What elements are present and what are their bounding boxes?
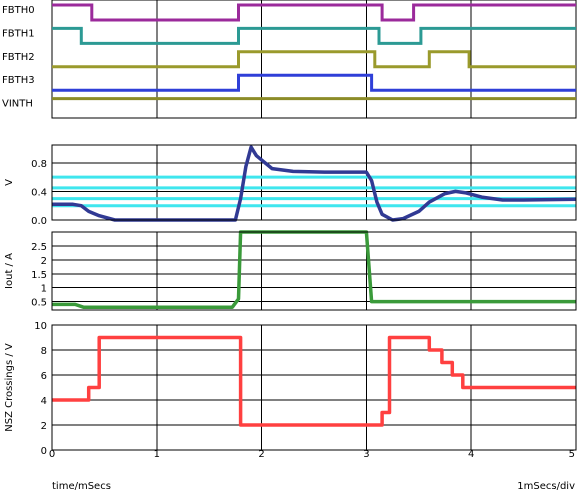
- x-tick-label: 4: [468, 449, 474, 460]
- x-tick-label: 1: [154, 449, 160, 460]
- panel-frame: [51, 324, 577, 451]
- trace-fbth3: [52, 73, 576, 92]
- series-line: [52, 145, 577, 222]
- y-tick-label: 0.5: [31, 298, 47, 309]
- voltage-panel: 0.0 0.4 0.8 V: [4, 144, 577, 227]
- y-tick-label: 10: [34, 321, 47, 332]
- trace-fbth2: [52, 50, 576, 69]
- digital-lines: [52, 3, 576, 101]
- label-fbth2: FBTH2: [2, 52, 35, 63]
- digital-labels: FBTH0 FBTH1 FBTH2 FBTH3 VINTH: [2, 5, 35, 110]
- y-tick-label: 0.0: [31, 216, 47, 227]
- y-axis-label: Iout / A: [4, 253, 15, 289]
- y-tick-label: 1.5: [31, 270, 47, 281]
- x-axis-label: time/mSecs: [52, 481, 111, 492]
- x-scale-label: 1mSecs/div: [517, 481, 575, 492]
- y-tick-label: 8: [41, 346, 47, 357]
- y-tick-label: 0.4: [31, 187, 47, 198]
- y-tick-label: 1: [41, 284, 47, 295]
- x-tick-label: 5: [569, 449, 575, 460]
- label-fbth1: FBTH1: [2, 28, 35, 39]
- x-tick-label: 3: [363, 449, 369, 460]
- digital-traces: FBTH0 FBTH1 FBTH2 FBTH3 VINTH: [2, 0, 577, 119]
- y-tick-label: 6: [41, 371, 47, 382]
- y-axis-label: V: [4, 179, 15, 186]
- x-tick-labels: 0 1 2 3 4 5: [49, 449, 575, 460]
- digital-grid: [156, 0, 472, 118]
- y-tick-label: 0: [41, 446, 47, 457]
- panel-frame: [51, 231, 577, 311]
- current-panel: 0.5 1 1.5 2 2.5 Iout / A: [4, 230, 577, 311]
- label-fbth3: FBTH3: [2, 75, 35, 86]
- y-axis-label: NSZ Crossings / V: [4, 343, 15, 432]
- label-vinth: VINTH: [2, 99, 33, 110]
- trace-fbth0: [52, 3, 576, 22]
- trace-fbth1: [52, 26, 576, 45]
- digital-frame: [51, 0, 577, 119]
- label-fbth0: FBTH0: [2, 5, 35, 16]
- y-tick-label: 2.5: [31, 242, 47, 253]
- series-line: [52, 335, 576, 427]
- y-tick-label: 4: [41, 396, 47, 407]
- y-tick-label: 2: [41, 421, 47, 432]
- x-tick-label: 0: [49, 449, 55, 460]
- y-tick-label: 2: [41, 256, 47, 267]
- y-tick-label: 0.8: [31, 159, 47, 170]
- panel-frame: [51, 144, 577, 221]
- x-tick-label: 2: [258, 449, 264, 460]
- series-line: [52, 230, 576, 309]
